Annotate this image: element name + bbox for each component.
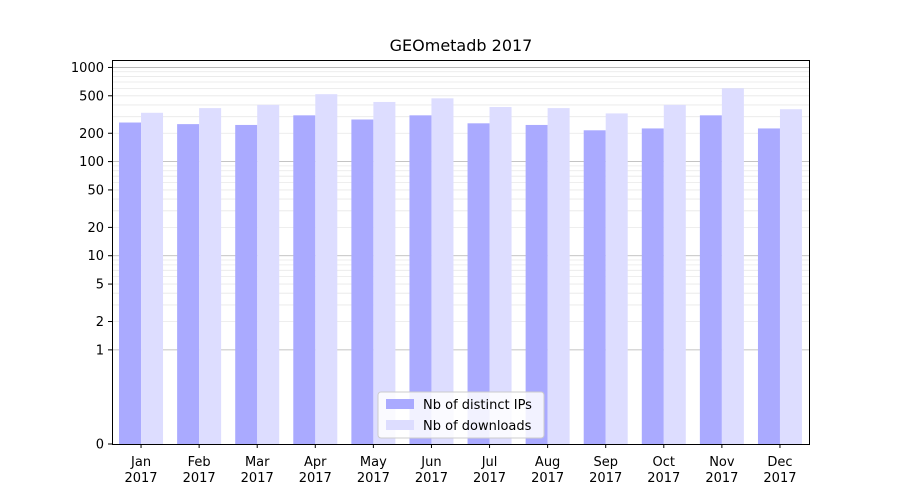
x-tick-label-month: Dec: [767, 455, 792, 470]
bar-downloads: [779, 109, 802, 445]
y-tick-label: 1000: [71, 61, 104, 76]
legend-box: [377, 391, 545, 439]
legend-label: Nb of distinct IPs: [423, 398, 532, 413]
x-axis: Jan2017Feb2017Mar2017Apr2017May2017Jun20…: [124, 444, 797, 486]
bar-downloads: [431, 98, 454, 445]
x-tick-label-month: Oct: [653, 455, 675, 470]
bar-downloads: [605, 113, 628, 445]
x-tick-label-year: 2017: [705, 471, 738, 486]
bar-distinct-ips: [699, 115, 722, 444]
x-tick-label-year: 2017: [589, 471, 622, 486]
bar-distinct-ips: [467, 123, 490, 444]
bar-downloads: [489, 107, 512, 444]
x-tick-label-month: Jan: [130, 455, 151, 470]
x-tick-label-year: 2017: [241, 471, 274, 486]
x-tick-label-month: Mar: [245, 455, 270, 470]
x-tick-label-year: 2017: [647, 471, 680, 486]
x-tick-label-month: Nov: [709, 455, 735, 470]
plot-frame: [112, 60, 810, 445]
legend-swatch: [386, 399, 414, 409]
bar-downloads: [257, 104, 280, 444]
x-tick-label-month: Feb: [188, 455, 211, 470]
x-tick-label-year: 2017: [531, 471, 564, 486]
y-tick-label: 5: [96, 278, 104, 293]
y-tick-label: 100: [79, 155, 104, 170]
y-tick-label: 10: [87, 249, 104, 264]
bar-downloads: [315, 94, 338, 445]
bar-distinct-ips: [583, 130, 606, 444]
x-tick-label-month: Aug: [535, 455, 560, 470]
bar-downloads: [663, 104, 686, 444]
x-tick-label-month: May: [360, 455, 387, 470]
x-tick-label-year: 2017: [183, 471, 216, 486]
bar-downloads: [141, 112, 164, 444]
bar-downloads: [199, 108, 222, 445]
x-tick-label-month: Jul: [481, 455, 498, 470]
y-tick-label: 50: [87, 183, 104, 198]
y-tick-label: 500: [79, 89, 104, 104]
x-tick-label-year: 2017: [357, 471, 390, 486]
x-tick-label-year: 2017: [763, 471, 796, 486]
bar-distinct-ips: [293, 115, 316, 444]
legend-swatch: [386, 420, 414, 430]
y-tick-label: 2: [96, 315, 104, 330]
bar-downloads: [373, 101, 396, 444]
y-axis: 0 1 2 5 10 20 50 100 200 500 1000: [71, 61, 112, 453]
bar-distinct-ips: [177, 124, 200, 444]
bar-distinct-ips: [119, 122, 142, 444]
x-tick-label-year: 2017: [415, 471, 448, 486]
grid: [112, 67, 809, 351]
x-tick-label-year: 2017: [473, 471, 506, 486]
bar-distinct-ips: [757, 128, 780, 445]
legend: Nb of distinct IPs Nb of downloads: [377, 391, 545, 439]
bars: [119, 88, 802, 445]
x-tick-label-month: Sep: [593, 455, 618, 470]
x-tick-label-month: Jun: [420, 455, 441, 470]
bar-downloads: [721, 88, 744, 444]
y-tick-label: 200: [79, 127, 104, 142]
x-tick-label-year: 2017: [124, 471, 157, 486]
y-tick-label: 1: [96, 343, 104, 358]
x-tick-label-year: 2017: [299, 471, 332, 486]
chart-title: GEOmetadb 2017: [390, 36, 533, 55]
bar-distinct-ips: [351, 119, 374, 445]
legend-label: Nb of downloads: [423, 419, 532, 434]
bar-distinct-ips: [641, 128, 664, 445]
bar-downloads: [547, 108, 570, 445]
bar-distinct-ips: [235, 124, 258, 445]
y-tick-label: 0: [96, 438, 104, 453]
x-tick-label-month: Apr: [304, 455, 327, 470]
bar-distinct-ips: [409, 115, 432, 444]
bar-distinct-ips: [525, 124, 548, 445]
y-tick-label: 20: [87, 221, 104, 236]
